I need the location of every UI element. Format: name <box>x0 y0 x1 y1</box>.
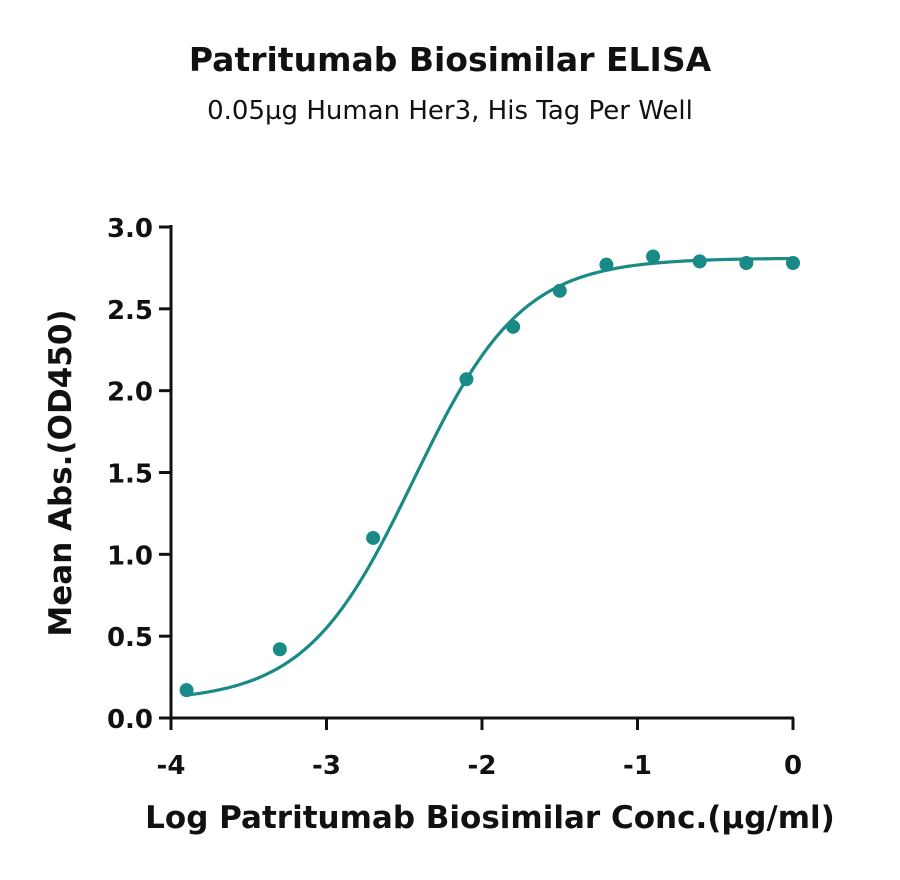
data-point <box>506 319 521 334</box>
data-point <box>366 530 381 545</box>
data-point <box>739 256 754 271</box>
x-axis-label: Log Patritumab Biosimilar Conc.(µg/ml) <box>145 800 835 836</box>
x-tick-label: -2 <box>468 751 497 781</box>
axes: 0.0 0.5 1.0 1.5 2.0 2.5 3.0 -4 -3 -2 -1 0 <box>107 214 802 781</box>
y-tick-label: 3.0 <box>107 214 153 244</box>
data-point <box>552 283 567 298</box>
data-point <box>459 372 474 387</box>
chart-title: Patritumab Biosimilar ELISA <box>188 40 712 79</box>
fit-curve-group <box>186 256 794 697</box>
data-point <box>646 249 661 264</box>
fit-curve <box>186 256 794 697</box>
y-tick-label: 2.0 <box>107 378 153 408</box>
data-point <box>599 257 614 272</box>
data-point <box>786 256 800 271</box>
y-tick-label: 2.5 <box>107 296 153 326</box>
x-tick-label: -3 <box>312 751 341 781</box>
data-point <box>179 683 194 698</box>
data-point <box>272 642 287 657</box>
y-tick-label: 0.0 <box>107 705 153 735</box>
y-axis-label: Mean Abs.(OD450) <box>43 309 79 637</box>
data-point <box>692 254 707 269</box>
x-tick-label: -4 <box>157 751 186 781</box>
chart-subtitle: 0.05µg Human Her3, His Tag Per Well <box>207 96 693 126</box>
y-tick-label: 0.5 <box>107 623 153 653</box>
y-tick-label: 1.5 <box>107 460 153 490</box>
data-points-group <box>179 249 800 698</box>
y-tick-label: 1.0 <box>107 541 153 571</box>
x-tick-label: 0 <box>784 751 802 781</box>
x-tick-label: -1 <box>623 751 652 781</box>
